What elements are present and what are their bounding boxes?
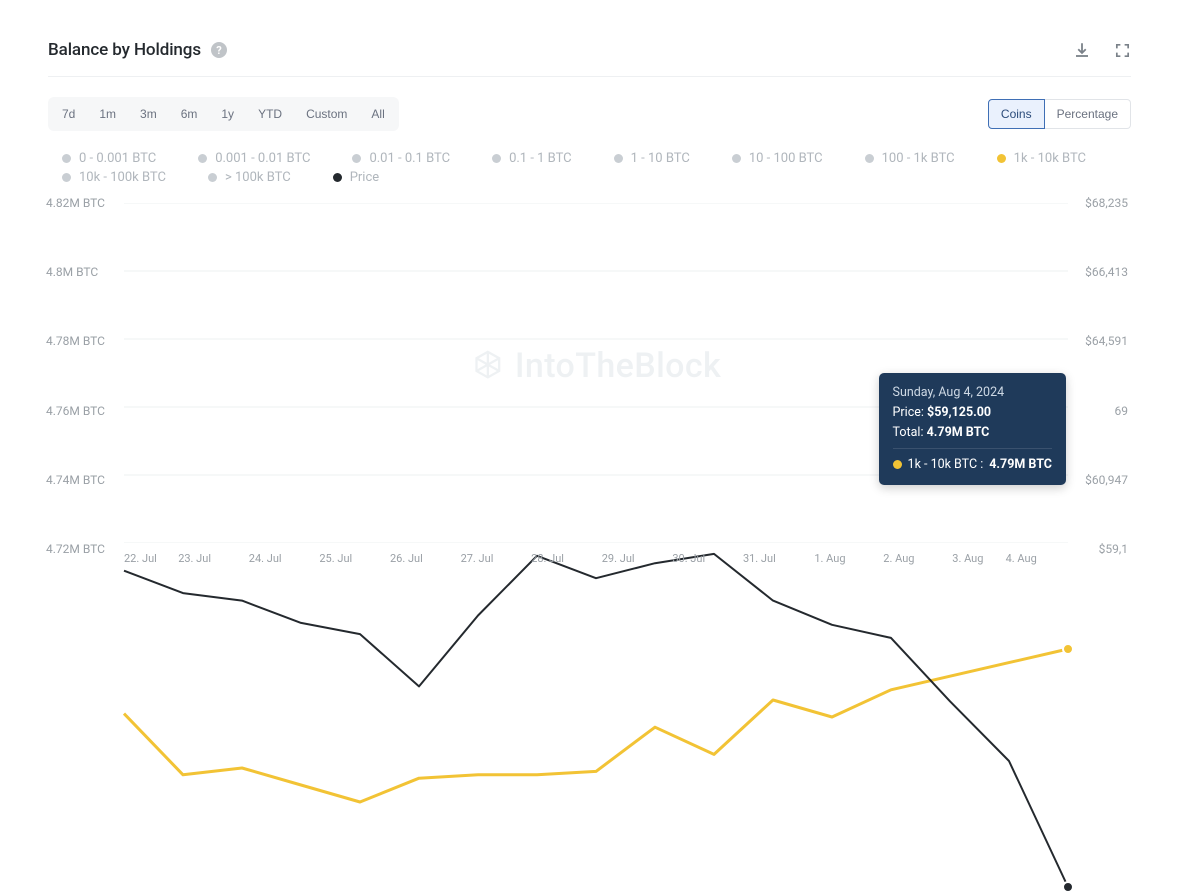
legend: 0 - 0.001 BTC 0.001 - 0.01 BTC 0.01 - 0.1 … xyxy=(48,151,1131,185)
legend-item[interactable]: 0.01 - 0.1 BTC xyxy=(352,151,450,166)
help-icon[interactable]: ? xyxy=(211,42,227,58)
legend-item[interactable]: 10k - 100k BTC xyxy=(62,170,166,185)
time-range-selector: 7d1m3m6m1yYTDCustomAll xyxy=(48,97,399,131)
y-left-tick: 4.74M BTC xyxy=(46,473,105,487)
tooltip: Sunday, Aug 4, 2024 Price: $59,125.00 To… xyxy=(879,373,1066,485)
tooltip-price-row: Price: $59,125.00 xyxy=(893,403,1052,422)
legend-label: 0 - 0.001 BTC xyxy=(79,151,156,166)
x-tick: 4. Aug xyxy=(1006,552,1037,565)
x-axis: 22. Jul 23. Jul 24. Jul 25. Jul 26. Jul 27. J… xyxy=(124,552,1068,565)
unit-toggle: CoinsPercentage xyxy=(988,99,1131,129)
time-range-1m[interactable]: 1m xyxy=(89,101,126,127)
legend-dot-icon xyxy=(62,173,71,182)
chart-area: 4.82M BTC4.8M BTC4.78M BTC4.76M BTC4.74M… xyxy=(46,203,1128,563)
time-range-custom[interactable]: Custom xyxy=(296,101,357,127)
y-right-tick: $66,413 xyxy=(1085,265,1128,279)
time-range-6m[interactable]: 6m xyxy=(171,101,208,127)
y-left-tick: 4.72M BTC xyxy=(46,542,105,556)
x-tick: 31. Jul xyxy=(743,552,776,565)
legend-dot-icon xyxy=(62,154,71,163)
tooltip-total-row: Total: 4.79M BTC xyxy=(893,423,1052,442)
legend-dot-icon xyxy=(614,154,623,163)
legend-item[interactable]: 100 - 1k BTC xyxy=(865,151,955,166)
time-range-1y[interactable]: 1y xyxy=(211,101,244,127)
y-left-tick: 4.8M BTC xyxy=(46,265,105,279)
y-right-tick: $68,235 xyxy=(1085,196,1128,210)
series-balance-line xyxy=(124,649,1068,802)
legend-item[interactable]: 1k - 10k BTC xyxy=(997,151,1086,166)
legend-label: 1 - 10 BTC xyxy=(631,151,690,166)
series-price-line xyxy=(124,554,1068,887)
legend-dot-icon xyxy=(198,154,207,163)
plot-region[interactable]: IntoTheBlock Sunday, Aug 4, 2024 Price: … xyxy=(124,203,1068,543)
fullscreen-icon[interactable] xyxy=(1113,41,1131,59)
page-title: Balance by Holdings xyxy=(48,40,201,60)
tooltip-series-dot-icon xyxy=(893,460,902,469)
x-tick: 23. Jul xyxy=(178,552,211,565)
series-marker xyxy=(1063,644,1073,654)
x-tick: 30. Jul xyxy=(672,552,705,565)
x-tick: 26. Jul xyxy=(390,552,423,565)
time-range-all[interactable]: All xyxy=(361,101,394,127)
legend-dot-icon xyxy=(492,154,501,163)
legend-label: Price xyxy=(350,170,379,185)
legend-label: 0.001 - 0.01 BTC xyxy=(215,151,310,166)
series-svg xyxy=(124,547,1068,887)
y-right-tick: 69 xyxy=(1085,404,1128,418)
legend-label: 0.1 - 1 BTC xyxy=(509,151,572,166)
x-tick: 25. Jul xyxy=(319,552,352,565)
legend-dot-icon xyxy=(208,173,217,182)
tooltip-series-row: 1k - 10k BTC : 4.79M BTC xyxy=(893,448,1052,474)
time-range-3m[interactable]: 3m xyxy=(130,101,167,127)
legend-dot-icon xyxy=(997,154,1006,163)
x-tick: 1. Aug xyxy=(814,552,845,565)
series-marker xyxy=(1063,882,1073,891)
legend-label: 100 - 1k BTC xyxy=(882,151,955,166)
x-tick: 3. Aug xyxy=(952,552,983,565)
legend-item[interactable]: 1 - 10 BTC xyxy=(614,151,690,166)
y-left-tick: 4.78M BTC xyxy=(46,334,105,348)
y-axis-left: 4.82M BTC4.8M BTC4.78M BTC4.76M BTC4.74M… xyxy=(46,203,105,563)
legend-item[interactable]: 10 - 100 BTC xyxy=(732,151,823,166)
download-icon[interactable] xyxy=(1073,41,1091,59)
y-right-tick: $60,947 xyxy=(1085,473,1128,487)
legend-dot-icon xyxy=(865,154,874,163)
y-right-tick: $59,1 xyxy=(1085,542,1128,556)
time-range-ytd[interactable]: YTD xyxy=(248,101,292,127)
legend-label: 10 - 100 BTC xyxy=(749,151,823,166)
legend-item[interactable]: 0.1 - 1 BTC xyxy=(492,151,572,166)
legend-label: 0.01 - 0.1 BTC xyxy=(369,151,450,166)
tooltip-date: Sunday, Aug 4, 2024 xyxy=(893,383,1052,402)
time-range-7d[interactable]: 7d xyxy=(52,101,85,127)
unit-coins[interactable]: Coins xyxy=(988,99,1045,129)
unit-percentage[interactable]: Percentage xyxy=(1045,99,1131,129)
legend-item[interactable]: > 100k BTC xyxy=(208,170,291,185)
legend-dot-icon xyxy=(732,154,741,163)
legend-dot-icon xyxy=(352,154,361,163)
y-axis-right: $68,235$66,413$64,59169$60,947$59,1 xyxy=(1085,203,1128,563)
legend-dot-icon xyxy=(333,173,342,182)
x-tick: 29. Jul xyxy=(602,552,635,565)
legend-item[interactable]: 0.001 - 0.01 BTC xyxy=(198,151,310,166)
y-right-tick: $64,591 xyxy=(1085,334,1128,348)
y-left-tick: 4.76M BTC xyxy=(46,404,105,418)
x-tick: 28. Jul xyxy=(531,552,564,565)
x-tick: 22. Jul xyxy=(124,552,157,565)
legend-label: 1k - 10k BTC xyxy=(1014,151,1086,166)
x-tick: 24. Jul xyxy=(249,552,282,565)
legend-item[interactable]: Price xyxy=(333,170,379,185)
chart-header: Balance by Holdings ? xyxy=(48,40,1131,77)
legend-item[interactable]: 0 - 0.001 BTC xyxy=(62,151,156,166)
x-tick: 2. Aug xyxy=(883,552,914,565)
y-left-tick: 4.82M BTC xyxy=(46,196,105,210)
legend-label: 10k - 100k BTC xyxy=(79,170,166,185)
legend-label: > 100k BTC xyxy=(225,170,291,185)
x-tick: 27. Jul xyxy=(461,552,494,565)
